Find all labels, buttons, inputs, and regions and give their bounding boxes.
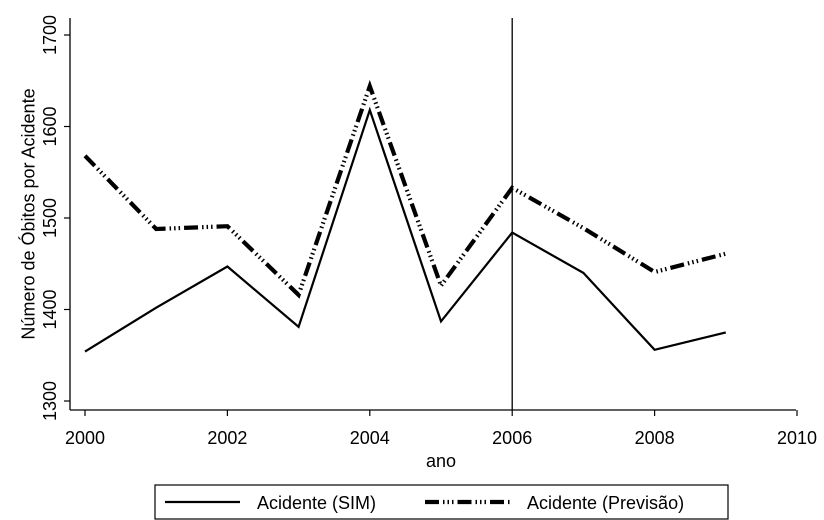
y-tick-label: 1400 [40, 289, 60, 329]
x-tick-label: 2010 [777, 428, 817, 448]
y-ticks: 1300 1400 1500 1600 1700 [40, 15, 70, 421]
y-tick-label: 1600 [40, 106, 60, 146]
y-axis-title: Número de Óbitos por Acidente [17, 88, 38, 339]
x-axis-title: ano [426, 451, 456, 471]
y-tick-label: 1500 [40, 198, 60, 238]
series-lines [83, 79, 727, 353]
axes [69, 18, 796, 411]
y-tick-label: 1700 [40, 15, 60, 55]
x-tick-label: 2004 [350, 428, 390, 448]
legend-label-1: Acidente (SIM) [257, 493, 376, 513]
x-tick-label: 2002 [207, 428, 247, 448]
x-tick-label: 2006 [492, 428, 532, 448]
x-ticks: 2000 2002 2004 2006 2008 2010 [65, 410, 817, 448]
series-line-2 [83, 79, 727, 299]
x-tick-label: 2008 [635, 428, 675, 448]
legend-box [154, 484, 729, 520]
legend-label-2: Acidente (Previsão) [527, 493, 684, 513]
legend: Acidente (SIM) Acidente (Previsão) [154, 484, 729, 520]
series-line-1 [84, 106, 727, 353]
y-tick-label: 1300 [40, 381, 60, 421]
x-tick-label: 2000 [65, 428, 105, 448]
legend-items: Acidente (SIM) Acidente (Previsão) [165, 493, 684, 513]
